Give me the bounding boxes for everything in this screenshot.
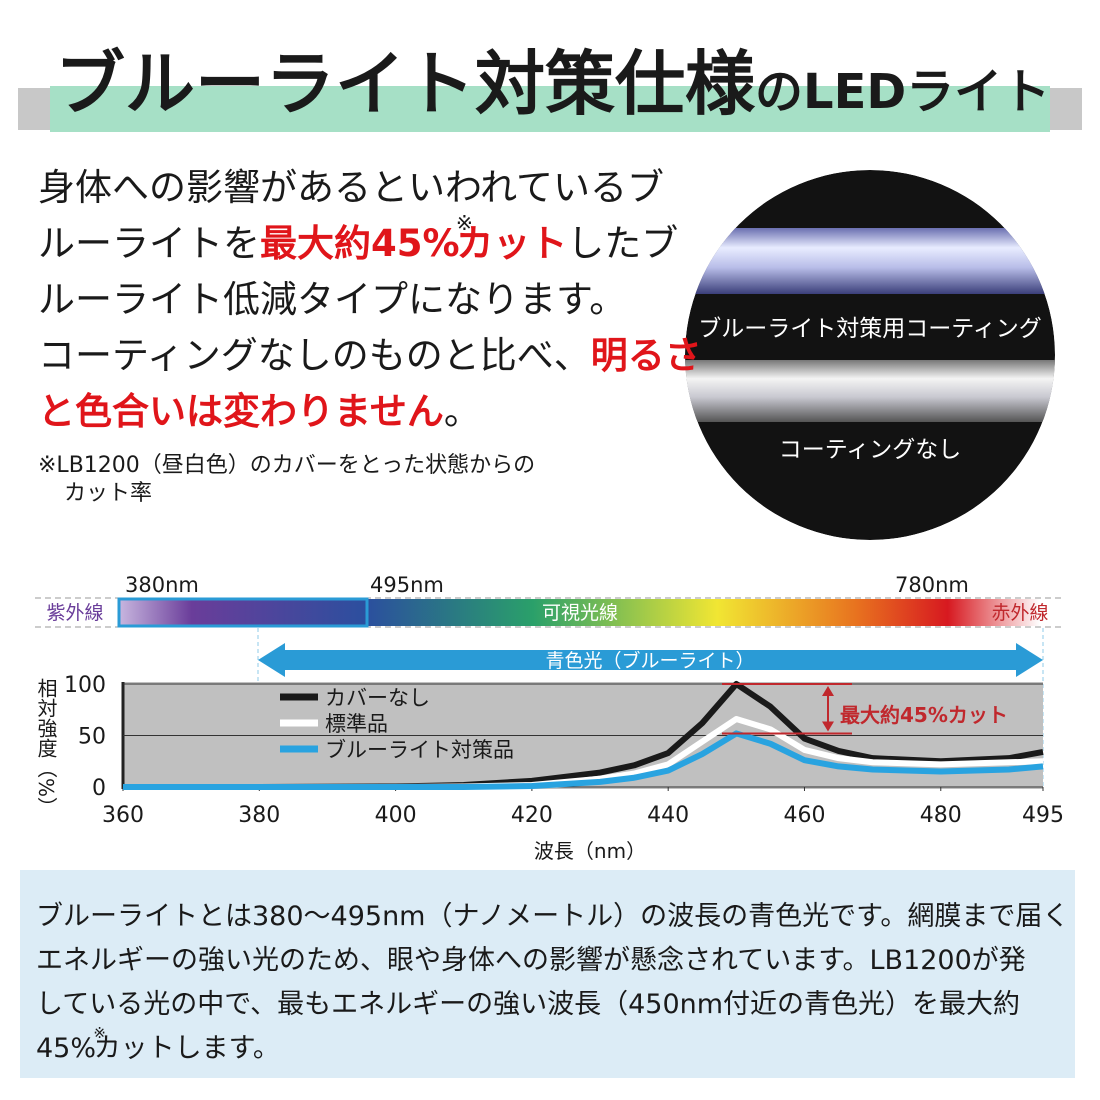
segment: 45% (36, 1033, 96, 1064)
tube-coated (685, 228, 1055, 294)
band-arrow (258, 643, 1043, 677)
tube-uncoated (685, 360, 1055, 422)
tube-cap (18, 88, 52, 130)
y-tick-label: 0 (92, 776, 106, 801)
photo-label: ブルーライト対策用コーティング (698, 316, 1042, 342)
legend-label: カバーなし (325, 686, 430, 710)
photo-bg (685, 170, 1055, 540)
annotation: 最大約45%カット (840, 703, 1008, 727)
text-line: ルーライトを最大約45%※カットしたブ (38, 211, 678, 265)
segment: ルーライト低減タイプになります。 (38, 278, 626, 321)
segment: ※ (93, 1024, 105, 1042)
segment: したブ (567, 222, 678, 265)
note: ※LB1200（昼白色）のカバーをとった状態からの (38, 453, 535, 478)
annot-head (822, 686, 834, 696)
blue-range (117, 597, 369, 628)
band-label: 青色光（ブルーライト） (545, 649, 754, 672)
text-line: コーティングなしのものと比べ、明るさ (38, 334, 702, 377)
segment: カットします。 (94, 1033, 280, 1064)
spectrum-mark: 495nm (370, 573, 444, 597)
title-main: ブルーライト対策仕様 (55, 43, 756, 125)
annot-head (822, 721, 834, 732)
photo-label: コーティングなし (779, 437, 962, 463)
title-band (50, 86, 1050, 132)
x-tick-label: 495 (1022, 803, 1064, 828)
x-tick-label: 400 (375, 803, 417, 828)
segment: している光の中で、最もエネルギーの強い波長（450nm付近の青色光）を最大約 (36, 989, 1020, 1020)
text-line: エネルギーの強い光のため、眼や身体への影響が懸念されています。LB1200が発 (36, 945, 1026, 976)
tube-cap (1048, 88, 1082, 130)
title-sub: のLEDライト (755, 64, 1050, 120)
text-line: ブルーライトとは380〜495nm（ナノメートル）の波長の青色光です。網膜まで届… (36, 901, 1069, 932)
spectrum-bar (118, 599, 1040, 626)
series-line (123, 730, 1044, 790)
segment: コーティングなしのものと比べ、 (38, 334, 591, 377)
segment: ブルーライトとは380〜495nm（ナノメートル）の波長の青色光です。網膜まで届… (36, 901, 1069, 932)
legend-label: 標準品 (325, 712, 388, 736)
footer-box (20, 870, 1075, 1078)
spectrum-mark: 780nm (895, 573, 969, 597)
note: カット率 (64, 481, 152, 506)
text-line: している光の中で、最もエネルギーの強い波長（450nm付近の青色光）を最大約 (36, 989, 1020, 1020)
segment: 身体への影響があるといわれているブ (38, 166, 664, 209)
text-line: 身体への影響があるといわれているブ (38, 166, 664, 209)
y-label: 相対強度（%） (34, 678, 58, 817)
x-tick-label: 480 (920, 803, 962, 828)
emphasis: 最大約45% (260, 222, 460, 265)
segment: エネルギーの強い光のため、眼や身体への影響が懸念されています。LB1200が発 (36, 945, 1026, 976)
spectrum-label: 赤外線 (991, 602, 1048, 624)
text-line: ルーライト低減タイプになります。 (38, 278, 626, 321)
text-line: 45%※カットします。 (36, 1024, 280, 1064)
spectrum-mark: 380nm (125, 573, 199, 597)
text-line: と色合いは変わりません。 (38, 390, 481, 433)
spectrum-label: 可視光線 (542, 602, 618, 624)
x-tick-label: 380 (238, 803, 280, 828)
emphasis: カット (456, 222, 567, 265)
x-tick-label: 460 (783, 803, 825, 828)
x-tick-label: 440 (647, 803, 689, 828)
legend-label: ブルーライト対策品 (325, 738, 514, 762)
segment: ※ (456, 211, 473, 235)
y-tick-label: 50 (78, 725, 106, 750)
title: ブルーライト対策仕様のLEDライト (55, 43, 1050, 125)
segment: 。 (444, 390, 481, 433)
photo (685, 170, 1055, 540)
emphasis: 明るさ (591, 334, 702, 377)
y-tick-label: 100 (64, 673, 106, 698)
x-label: 波長（nm） (534, 839, 646, 863)
emphasis: と色合いは変わりません (38, 390, 444, 433)
spectrum-label: 紫外線 (46, 602, 103, 624)
segment: ルーライトを (38, 222, 260, 265)
x-tick-label: 360 (102, 803, 144, 828)
x-tick-label: 420 (511, 803, 553, 828)
